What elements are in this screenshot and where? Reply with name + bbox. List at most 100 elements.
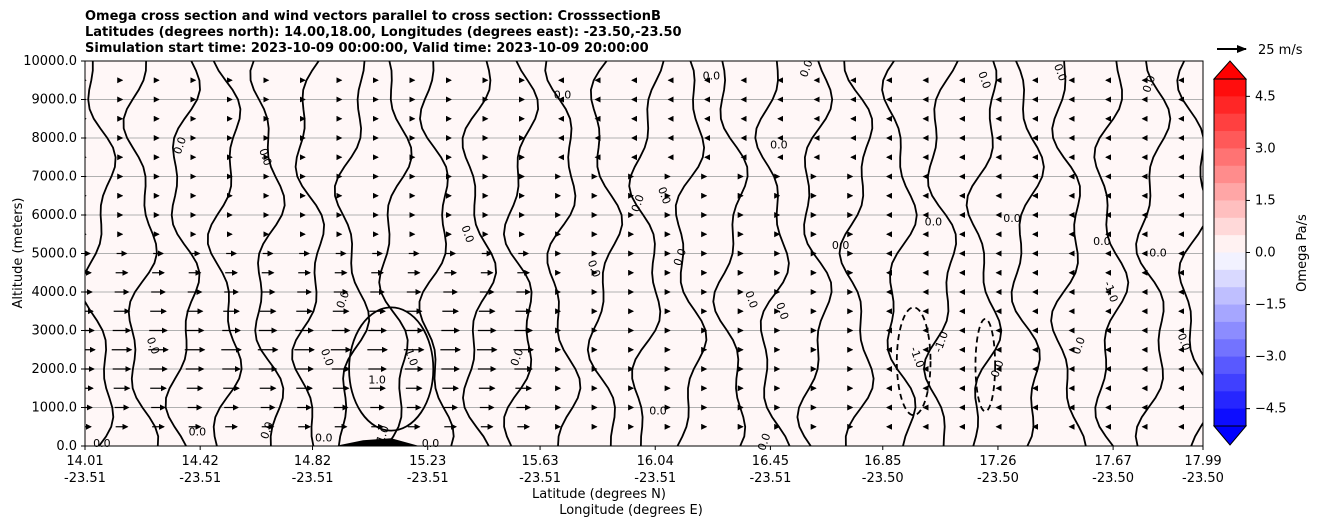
contour-label: 0.0 [742,289,760,310]
x-tick-label-lat: 16.85 [864,454,901,469]
contour-label: 0.0 [171,135,189,156]
contour-label: 0.0 [144,335,162,356]
colorbar-segment [1214,339,1246,358]
colorbar-segment [1214,287,1246,306]
colorbar-tick-label: 0.0 [1255,246,1276,261]
colorbar-segment [1214,321,1246,340]
colorbar-segment [1214,148,1246,167]
colorbar-extend-max [1212,60,1248,80]
x-tick-label-lat: 14.42 [182,454,219,469]
contour-label: 0.0 [1003,212,1021,225]
x-axis-label-lon: Longitude (degrees E) [559,503,703,518]
contour-label: 0.0 [655,185,673,206]
omega-contour-line [378,61,413,446]
x-tick-label-lat: 16.04 [637,454,674,469]
colorbar-label: Omega Pa/s [1295,214,1310,292]
x-tick-label-lon: -23.51 [292,471,334,486]
omega-contour-line [838,61,875,446]
colorbar-segment [1214,79,1246,97]
y-tick-label: 6000.0 [32,208,78,223]
terrain [335,438,420,446]
contour-label: 0.0 [508,347,526,368]
x-axis-label-lat: Latitude (degrees N) [532,487,666,502]
title-line-3: Simulation start time: 2023-10-09 00:00:… [85,41,649,56]
omega-contour-line [1134,61,1172,446]
omega-contour-line [333,61,371,446]
colorbar-segment [1214,113,1246,132]
x-tick-label-lon: -23.50 [1182,471,1224,486]
y-tick-label: 5000.0 [32,247,78,262]
omega-contour-line [881,61,918,446]
colorbar-segments [1214,79,1246,427]
x-tick-label-lat: 17.26 [979,454,1016,469]
omega-contour-line [628,61,665,446]
contour-label: 0.0 [975,70,993,91]
x-tick-label-lat: 14.82 [294,454,331,469]
contour-label: 0.0 [315,431,333,444]
x-tick-label-lat: 15.23 [409,454,446,469]
contour-label: 0.0 [671,247,689,268]
x-tick-label-lat: 14.01 [66,454,103,469]
x-tick-label-lon: -23.51 [519,471,561,486]
colorbar-tick-label: 4.5 [1255,89,1276,104]
colorbar-ticks: 4.5 3.0 1.5 0.0 −1.5 −3.0 −4.5 [1246,89,1287,417]
contour-label: 0.0 [1149,247,1167,260]
contour-label: 1.0 [368,374,386,387]
y-tick-label: 9000.0 [32,93,78,108]
omega-contour-line [85,61,117,446]
x-tick-label-lon: -23.50 [1092,471,1134,486]
omega-contour-line [712,61,749,446]
omega-contour-line [1176,61,1203,446]
contour-label: 0.0 [585,258,603,279]
x-tick-label-lon: -23.50 [862,471,904,486]
y-tick-label: 0.0 [56,439,77,454]
chart-title: Omega cross section and wind vectors par… [85,9,682,57]
colorbar-segment [1214,183,1246,201]
x-tick-label-lon: -23.51 [749,471,791,486]
wind-vectors [85,77,1185,430]
colorbar-segment [1214,391,1246,410]
contour-label: 0.0 [925,216,943,229]
colorbar-segment [1214,217,1246,236]
colorbar-segment [1214,408,1246,427]
y-tick-label: 1000.0 [32,401,78,416]
contour-label: 0.0 [1093,235,1111,248]
contour-label: 0.0 [649,404,667,417]
omega-contour-line [674,61,708,446]
omega-contour-line [502,61,540,446]
contour-label: 0.0 [797,58,815,79]
contour-label: 0.0 [458,224,476,245]
omega-contour-line [1050,61,1087,446]
colorbar-tick-label: −1.5 [1255,298,1287,313]
x-tick-label-lat: 17.99 [1184,454,1221,469]
colorbar-tick-label: −3.0 [1255,350,1287,365]
y-tick-label: 7000.0 [32,170,78,185]
contour-label: 0.0 [189,426,207,439]
y-tick-label: 8000.0 [32,131,78,146]
omega-contour-line [1010,61,1045,446]
contour-label: 0.0 [93,437,111,450]
omega-contour-line [249,61,286,446]
x-tick-label-lon: -23.51 [64,471,106,486]
contour-label: 0.0 [773,301,791,322]
colorbar-segment [1214,269,1246,288]
colorbar-segment [1214,96,1246,115]
omega-contour-line [1093,61,1130,446]
y-tick-label: 3000.0 [32,324,78,339]
y-axis-label: Altitude (meters) [11,198,26,309]
omega-contour-line [206,61,243,446]
title-line-1: Omega cross section and wind vectors par… [85,9,661,24]
colorbar-segment [1214,356,1246,375]
colorbar-segment [1214,252,1246,271]
y-tick-label: 10000.0 [23,54,77,69]
colorbar-segment [1214,304,1246,323]
colorbar-segment [1214,373,1246,392]
contour-label: 0.0 [755,432,773,453]
colorbar-extend-min [1212,425,1248,446]
x-tick-label-lat: 17.67 [1095,454,1132,469]
x-tick-label-lon: -23.51 [179,471,221,486]
omega-contour-line [586,61,624,446]
x-axis: 14.01 -23.51 14.42 -23.51 14.82 -23.51 15.23 -2… [64,446,1224,486]
contour-label: 0.0 [554,89,572,102]
